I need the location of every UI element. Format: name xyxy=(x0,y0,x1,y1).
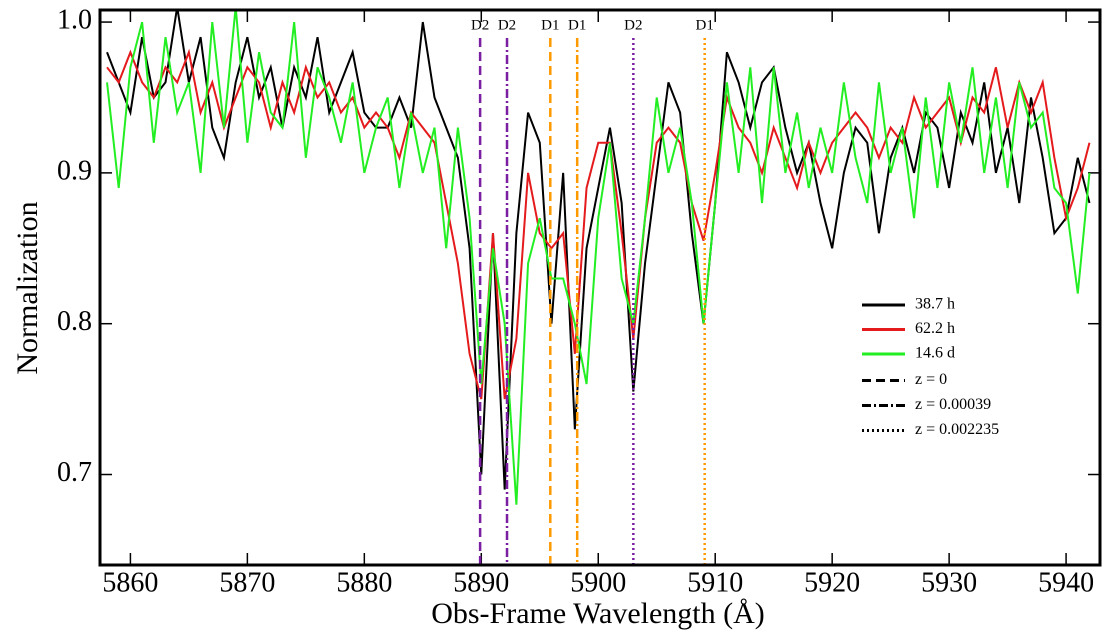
legend-label: z = 0.00039 xyxy=(915,396,991,413)
x-tick-label: 5860 xyxy=(102,567,158,598)
plot-frame xyxy=(98,8,1102,567)
x-axis-title: Obs-Frame Wavelength (Å) xyxy=(431,597,765,630)
series-line xyxy=(106,10,1091,490)
x-tick-label: 5900 xyxy=(570,567,626,598)
reference-label: D2 xyxy=(498,17,516,33)
x-tick-label: 5940 xyxy=(1038,567,1094,598)
legend-label: 14.6 d xyxy=(915,345,955,362)
reference-label: D1 xyxy=(568,17,586,33)
x-tick-label: 5910 xyxy=(687,567,743,598)
legend-label: 62.2 h xyxy=(915,320,955,337)
reference-label: D1 xyxy=(541,17,559,33)
y-axis-title: Normalization xyxy=(11,201,44,374)
reference-label: D1 xyxy=(696,17,714,33)
series-line xyxy=(106,48,1091,400)
x-tick-label: 5930 xyxy=(921,567,977,598)
y-tick-label: 0.7 xyxy=(57,457,92,488)
y-tick-label: 0.8 xyxy=(57,306,92,337)
legend-label: z = 0.002235 xyxy=(915,421,999,438)
y-tick-label: 1.0 xyxy=(57,4,92,35)
x-tick-label: 5880 xyxy=(336,567,392,598)
y-tick-label: 0.9 xyxy=(57,155,92,186)
legend-label: z = 0 xyxy=(915,371,947,388)
reference-label: D2 xyxy=(624,17,642,33)
x-tick-label: 5870 xyxy=(219,567,275,598)
reference-label: D2 xyxy=(471,17,489,33)
x-tick-label: 5920 xyxy=(804,567,860,598)
plot-area xyxy=(106,10,1091,505)
legend-label: 38.7 h xyxy=(915,296,955,313)
x-tick-label: 5890 xyxy=(453,567,509,598)
series-line xyxy=(106,10,1091,505)
